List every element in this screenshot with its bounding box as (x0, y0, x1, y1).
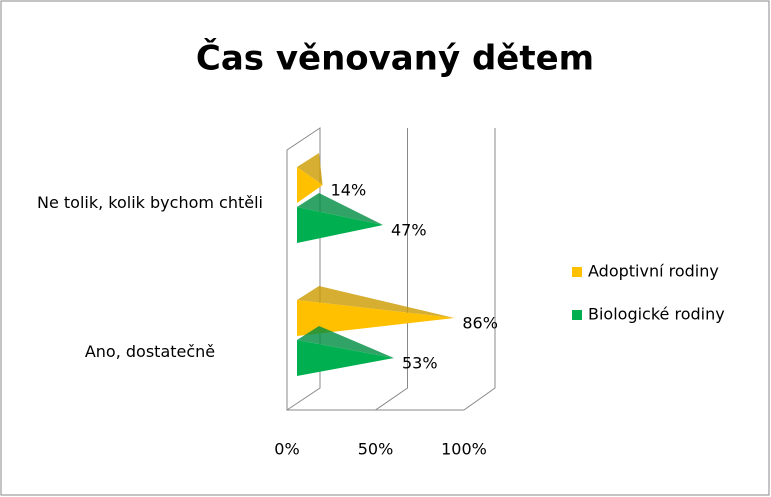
grid-line (463, 128, 496, 411)
category-label: Ano, dostatečně (84, 342, 216, 361)
data-label: 86% (462, 314, 498, 333)
bar (297, 340, 394, 376)
grid-line (375, 128, 408, 411)
legend-swatch (572, 267, 582, 277)
bar (297, 167, 323, 203)
cone-top (297, 193, 384, 225)
data-label: 14% (331, 181, 367, 200)
category-label: Ne tolik, kolik bychom chtěli (37, 193, 263, 212)
cone-top (297, 326, 394, 358)
x-tick-label: 0% (274, 440, 299, 459)
data-label: 47% (391, 221, 427, 240)
chart-title: Čas věnovaný dětem (196, 38, 594, 79)
legend-swatch (572, 310, 582, 320)
cone-top (297, 286, 455, 318)
side-wall (286, 127, 321, 411)
legend-label: Biologické rodiny (588, 305, 725, 324)
cone-top (297, 153, 323, 185)
data-label: 53% (402, 354, 438, 373)
x-tick-label: 50% (358, 440, 394, 459)
legend-label: Adoptivní rodiny (588, 262, 719, 281)
bar (297, 207, 384, 243)
x-tick-label: 100% (441, 440, 487, 459)
bar (297, 300, 455, 336)
